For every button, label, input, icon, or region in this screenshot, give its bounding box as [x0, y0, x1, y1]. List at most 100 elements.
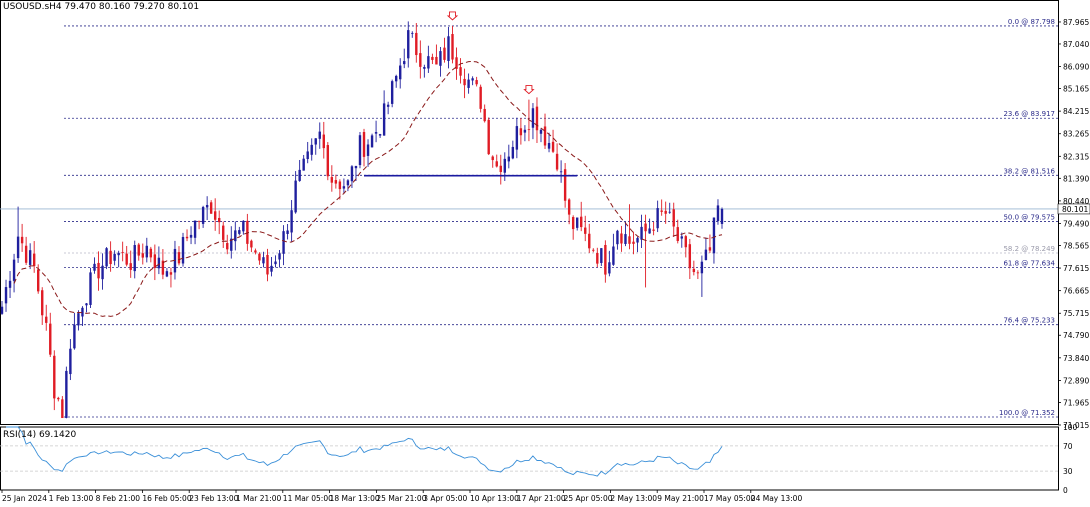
ohlc-values: 79.470 80.160 79.270 80.101 — [64, 2, 200, 12]
time-tick-label: 17 May 05:00 — [704, 494, 756, 503]
time-tick-label: 23 Feb 13:00 — [189, 494, 238, 503]
candle-body — [314, 138, 317, 145]
candle-body — [222, 225, 225, 240]
candle-body — [672, 209, 675, 227]
candle-body — [129, 263, 132, 270]
candle-body — [270, 265, 273, 272]
candle-body — [551, 141, 555, 152]
candle-body — [366, 144, 370, 156]
candle-body — [28, 250, 32, 265]
candle-body — [567, 199, 571, 215]
rsi-tick-label: 30 — [1063, 467, 1073, 476]
candle-body — [632, 241, 635, 244]
candle-body — [467, 79, 470, 88]
candle-body — [451, 34, 454, 60]
candle-body — [483, 108, 486, 122]
price-tick-label: 84.215 — [1063, 107, 1089, 116]
moving-average-line — [13, 60, 723, 317]
candle-body — [193, 220, 197, 238]
candle-body — [535, 106, 539, 131]
candle-body — [600, 248, 603, 263]
candle-body — [491, 156, 494, 161]
candle-body — [45, 316, 48, 323]
candle-body — [32, 253, 36, 267]
candle-body — [302, 158, 305, 171]
down-arrow-icon — [523, 85, 535, 95]
candle-body — [354, 165, 358, 169]
candle-body — [213, 211, 217, 220]
fib-level-label: 0.0 @ 87.798 — [1008, 18, 1055, 26]
candle-body — [592, 249, 595, 251]
candle-body — [105, 248, 108, 267]
candle-body — [527, 129, 531, 131]
candle-body — [37, 269, 40, 292]
candle-body — [624, 234, 627, 244]
candle-body — [459, 67, 462, 76]
candle-body — [81, 307, 84, 317]
candle-body — [708, 247, 712, 251]
candle-body — [571, 217, 575, 230]
candle-body — [161, 260, 165, 275]
candle-body — [519, 128, 523, 136]
chart-title: USOUSD.sH4 79.470 80.160 79.270 80.101 — [3, 2, 199, 12]
candle-body — [455, 57, 458, 69]
price-tick-label: 78.565 — [1063, 241, 1089, 250]
candle-body — [185, 236, 189, 239]
candle-body — [145, 245, 149, 258]
candle-body — [49, 323, 52, 355]
candle-body — [358, 135, 362, 166]
price-tick-label: 74.790 — [1063, 331, 1089, 340]
candle-body — [24, 245, 28, 263]
time-tick-label: 25 Apr 05:00 — [564, 494, 613, 503]
rsi-line — [6, 426, 723, 477]
candle-body — [201, 206, 205, 224]
candle-body — [8, 280, 12, 288]
candle-body — [575, 217, 579, 228]
candle-body — [73, 324, 76, 349]
candlesticks — [0, 21, 724, 419]
candle-body — [209, 202, 213, 214]
candle-body — [165, 271, 169, 277]
price-axis: 87.965 87.040 86.090 85.165 84.215 83.265 82.3… — [1057, 18, 1090, 430]
candle-body — [555, 153, 559, 170]
candle-body — [218, 217, 221, 223]
candle-body — [648, 228, 651, 234]
candle-body — [274, 261, 277, 265]
price-tick-label: 83.265 — [1063, 130, 1089, 139]
rsi-panel: 100 70 30 0 — [0, 423, 1078, 495]
fib-level-label: 23.6 @ 83.917 — [1003, 110, 1055, 118]
time-tick-label: 1 Mar 21:00 — [236, 494, 282, 503]
rsi-panel-frame — [0, 426, 1059, 491]
candle-body — [238, 230, 241, 234]
candle-body — [330, 177, 334, 183]
time-axis: 25 Jan 2024 1 Feb 13:00 8 Feb 21:00 16 Feb … — [1, 490, 802, 503]
candle-body — [286, 230, 289, 234]
candle-body — [85, 303, 88, 306]
candle-body — [378, 134, 382, 136]
candle-body — [604, 244, 607, 275]
candle-body — [370, 135, 374, 148]
candle-body — [563, 169, 567, 201]
candle-body — [700, 261, 704, 274]
rsi-title: RSI(14) 69.1420 — [3, 430, 77, 440]
candle-body — [382, 103, 386, 136]
price-tick-label: 73.840 — [1063, 354, 1089, 363]
candle-body — [290, 210, 293, 233]
fib-level-label: 58.2 @ 78.249 — [1003, 245, 1055, 253]
price-tick-label: 85.165 — [1063, 85, 1089, 94]
candle-body — [390, 81, 394, 104]
candle-body — [133, 245, 136, 272]
candle-body — [499, 165, 502, 173]
current-price-tag-label: 80.101 — [1062, 205, 1088, 214]
time-tick-label: 2 May 13:00 — [610, 494, 657, 503]
fib-level-label: 61.8 @ 77.634 — [1003, 260, 1055, 268]
candle-body — [531, 108, 535, 128]
candle-body — [471, 78, 474, 81]
symbol-label: USOUSD.sH4 — [3, 2, 62, 12]
candle-body — [137, 244, 140, 256]
time-tick-label: 18 Mar 13:00 — [330, 494, 380, 503]
candle-body — [16, 236, 20, 259]
fibonacci-levels: 0.0 @ 87.798 23.6 @ 83.917 38.2 @ 81.516 50… — [0, 18, 1058, 418]
candle-body — [157, 257, 161, 269]
